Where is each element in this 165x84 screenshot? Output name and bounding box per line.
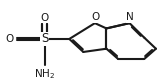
Text: NH$_2$: NH$_2$ bbox=[34, 67, 55, 81]
Text: O: O bbox=[40, 13, 49, 23]
Text: O: O bbox=[92, 12, 100, 22]
Text: S: S bbox=[41, 33, 48, 45]
Text: O: O bbox=[6, 34, 14, 44]
Text: N: N bbox=[127, 12, 134, 22]
